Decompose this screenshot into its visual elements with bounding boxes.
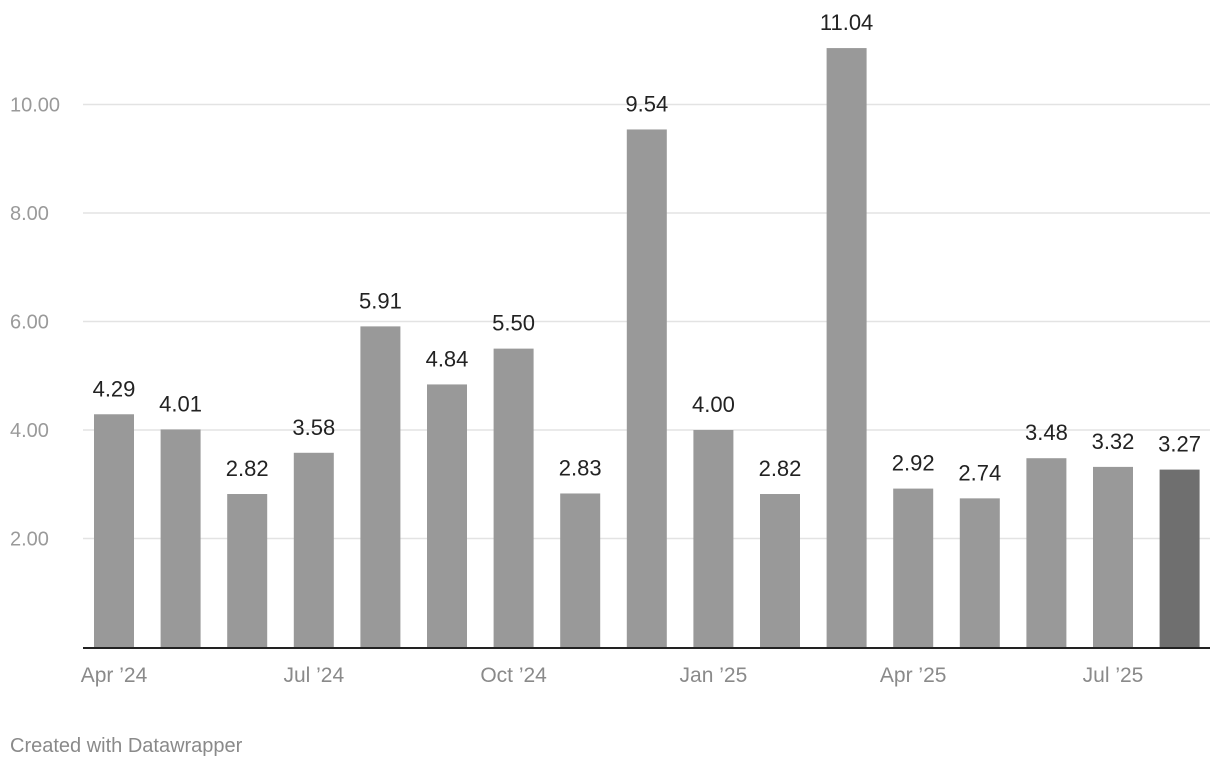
value-labels: 4.29 4.01 2.82 3.58 5.91 4.84 5.50 2.83 9.54 4.00… (93, 10, 1201, 485)
bar (360, 326, 401, 647)
bar (626, 129, 667, 647)
y-tick-label: 2.00 (10, 529, 49, 551)
bar-value-label: 4.00 (692, 392, 735, 417)
bar (1093, 466, 1133, 647)
y-tick-label: 4.00 (10, 420, 49, 442)
bar (893, 488, 934, 647)
bars (94, 48, 1200, 647)
x-axis-ticks: Apr ’24 Jul ’24 Oct ’24 Jan ’25 Apr ’25 Jul ’… (81, 664, 1144, 687)
bar-value-label: 2.82 (759, 456, 802, 481)
bar (1026, 458, 1067, 647)
bar-value-label: 3.58 (292, 415, 335, 440)
bar-value-label: 3.27 (1158, 432, 1201, 457)
bar (160, 429, 201, 647)
bar (1159, 469, 1200, 647)
bar (227, 494, 268, 647)
bar-value-label: 4.84 (426, 346, 469, 371)
bar (959, 498, 1000, 647)
bar-value-label: 4.29 (93, 376, 136, 401)
bar-value-label: 3.48 (1025, 420, 1068, 445)
x-tick-label: Oct ’24 (480, 664, 547, 687)
x-tick-label: Jan ’25 (680, 664, 748, 687)
bar (94, 414, 134, 647)
y-tick-label: 10.00 (10, 95, 60, 117)
bar-value-label: 2.82 (226, 456, 269, 481)
bar-value-label: 2.83 (559, 455, 602, 480)
bar-value-label: 4.01 (159, 391, 202, 416)
x-tick-label: Apr ’24 (81, 664, 148, 687)
bar-value-label: 11.04 (820, 10, 873, 35)
bar (826, 48, 867, 647)
bar-value-label: 2.92 (892, 451, 935, 476)
bar-value-label: 5.91 (359, 288, 402, 313)
bar (493, 348, 534, 647)
bar-value-label: 9.54 (625, 91, 668, 116)
bar (427, 384, 467, 647)
y-tick-label: 8.00 (10, 203, 49, 225)
bar (560, 493, 601, 647)
bar (293, 452, 334, 647)
y-tick-label: 6.00 (10, 312, 49, 334)
x-tick-label: Apr ’25 (880, 664, 947, 687)
bar (693, 430, 734, 647)
x-tick-label: Jul ’25 (1083, 664, 1144, 687)
footer-credit: Created with Datawrapper (10, 735, 243, 757)
bar-value-label: 2.74 (958, 460, 1001, 485)
x-tick-label: Jul ’24 (283, 664, 344, 687)
bar-value-label: 3.32 (1092, 429, 1135, 454)
bar-value-label: 5.50 (492, 311, 535, 336)
y-axis-ticks: 2.00 4.00 6.00 8.00 10.00 (10, 95, 60, 551)
bar (760, 494, 800, 647)
